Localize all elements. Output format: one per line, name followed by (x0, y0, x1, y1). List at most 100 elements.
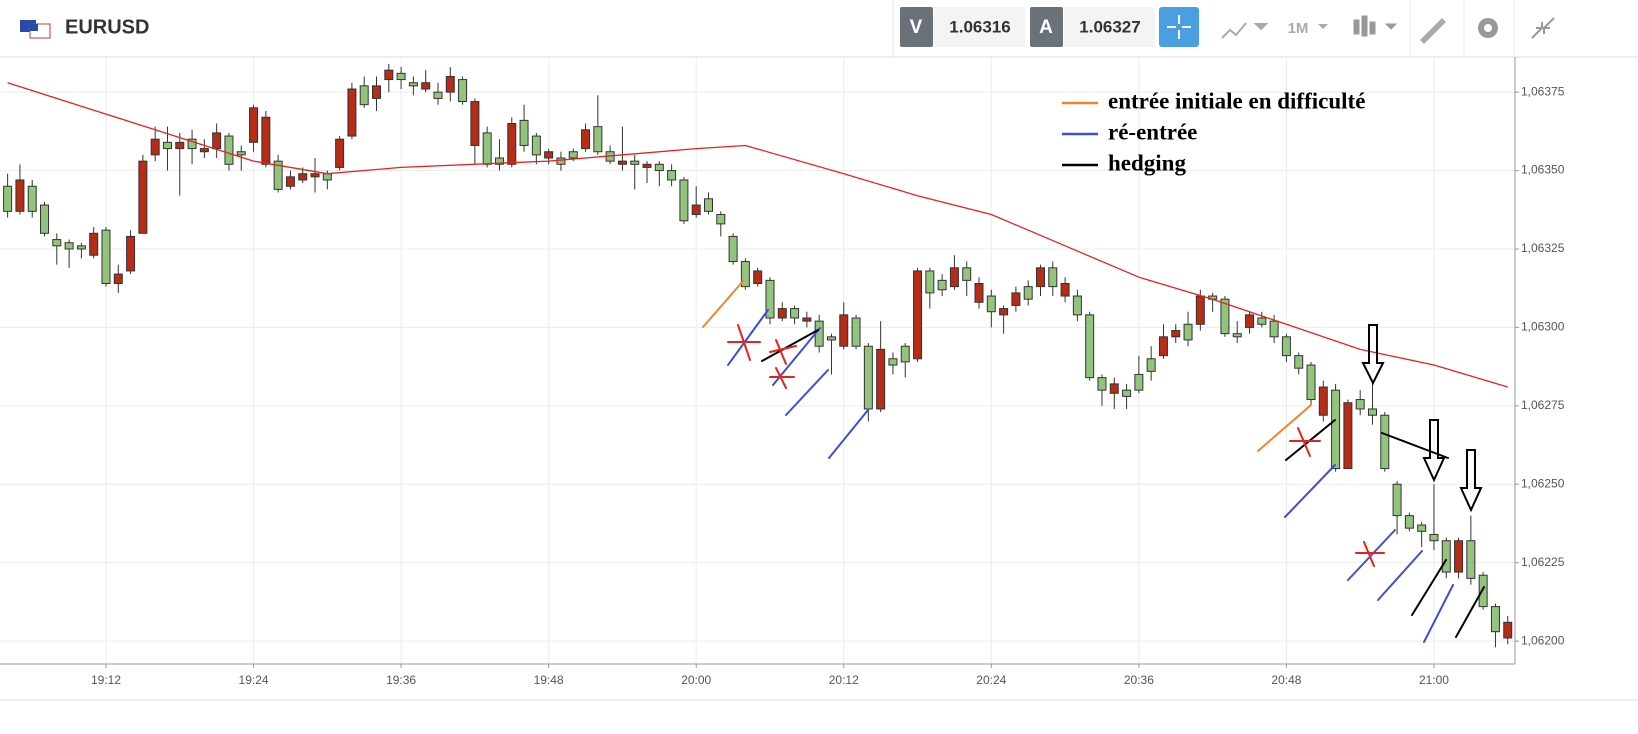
candle-body (568, 151, 578, 159)
y-tick-label: 1,06350 (1521, 163, 1565, 177)
candle-body (1183, 323, 1193, 341)
candle-body (1232, 333, 1242, 338)
candle-body (507, 123, 517, 165)
collapse-button[interactable] (1531, 17, 1555, 39)
candle-body (937, 279, 947, 291)
candle-body (1109, 383, 1119, 394)
candle-body (826, 336, 836, 341)
candle-body (138, 160, 148, 234)
candle-body (40, 204, 50, 234)
candle-body (863, 345, 873, 410)
y-tick-label: 1,06275 (1521, 398, 1565, 412)
candle-body (1035, 267, 1045, 288)
candle-body (1060, 282, 1070, 297)
candle-body (1454, 540, 1464, 573)
crosshair-button[interactable] (1159, 7, 1199, 47)
candle-body (704, 198, 714, 212)
candle-body (494, 157, 504, 165)
candle-body (642, 163, 652, 168)
candle-body (1158, 336, 1168, 357)
candle-body (1257, 317, 1267, 325)
legend-label: ré-entrée (1108, 119, 1197, 144)
x-tick-label: 20:24 (976, 673, 1006, 687)
draw-button[interactable] (1420, 18, 1446, 44)
candle-body (1367, 408, 1377, 416)
candle-body (654, 163, 664, 172)
candle-body (52, 239, 62, 247)
candle-body (617, 160, 627, 165)
timeframe[interactable]: 1M (1288, 20, 1309, 37)
candle-body (740, 261, 750, 288)
candle-body (175, 141, 185, 150)
candle-body (777, 308, 787, 319)
candle-body (359, 85, 369, 106)
candle-body (716, 213, 726, 225)
candle-body (1343, 402, 1353, 470)
x-tick-label: 19:36 (386, 673, 416, 687)
candle-body (667, 170, 677, 181)
candle-body (1171, 330, 1181, 338)
legend-label: entrée initiale en difficulté (1108, 88, 1365, 113)
toolbar (0, 0, 1638, 57)
candle-body (64, 242, 74, 250)
candle-body (285, 176, 295, 187)
y-tick-label: 1,06225 (1521, 555, 1565, 569)
candle-body (150, 138, 160, 156)
candles-button[interactable] (1353, 15, 1398, 37)
candle-body (1380, 414, 1390, 470)
candle-body (199, 148, 209, 153)
candle-body (913, 270, 923, 360)
ask-box[interactable] (1064, 7, 1155, 47)
candle-body (101, 229, 111, 284)
candle-body (1085, 314, 1095, 379)
candle-body (679, 179, 689, 222)
candle-body (1294, 355, 1304, 369)
candle-body (765, 279, 775, 319)
candle-body (851, 317, 861, 347)
candle-body (630, 160, 640, 165)
candle-body (728, 235, 738, 263)
candle-body (1466, 540, 1476, 579)
candle-body (753, 270, 763, 284)
candle-body (1011, 292, 1021, 306)
candle-body (556, 157, 566, 165)
candle-body (76, 245, 86, 250)
candle-body (1441, 540, 1451, 573)
candle-body (1245, 314, 1255, 328)
candle-body (1392, 483, 1402, 517)
x-tick-label: 20:48 (1271, 673, 1301, 687)
candle-body (458, 79, 468, 103)
plot (3, 63, 1513, 648)
candle-body (999, 308, 1009, 316)
candle-body (974, 282, 984, 303)
candle-body (876, 348, 886, 410)
x-tick-label: 19:12 (91, 673, 121, 687)
candle-body (802, 317, 812, 322)
candle-body (236, 151, 246, 156)
candle-body (1220, 298, 1230, 335)
candle-body (1146, 358, 1156, 372)
candle-body (1417, 524, 1427, 532)
candle-body (962, 267, 972, 281)
bid-price: 1.06316 (949, 17, 1010, 36)
y-tick-label: 1,06250 (1521, 476, 1565, 490)
candle-body (1355, 399, 1365, 410)
ask-label-box[interactable] (1030, 7, 1063, 47)
ask-price: 1.06327 (1079, 17, 1140, 36)
candle-body (298, 173, 308, 181)
bid-label-box[interactable] (900, 7, 933, 47)
bid-box[interactable] (934, 7, 1025, 47)
y-tick-label: 1,06200 (1521, 633, 1565, 647)
candle-body (1269, 320, 1279, 338)
candle-body (421, 82, 431, 90)
candle-body (162, 141, 172, 150)
x-tick-label: 20:00 (681, 673, 711, 687)
flag-icon (20, 20, 51, 39)
candle-body (1134, 373, 1144, 391)
candle-body (839, 314, 849, 347)
candle-body (224, 135, 234, 165)
candle-body (408, 82, 418, 87)
candle-body (249, 107, 259, 143)
chart-type-button[interactable] (1221, 22, 1269, 39)
candle-body (445, 75, 455, 93)
